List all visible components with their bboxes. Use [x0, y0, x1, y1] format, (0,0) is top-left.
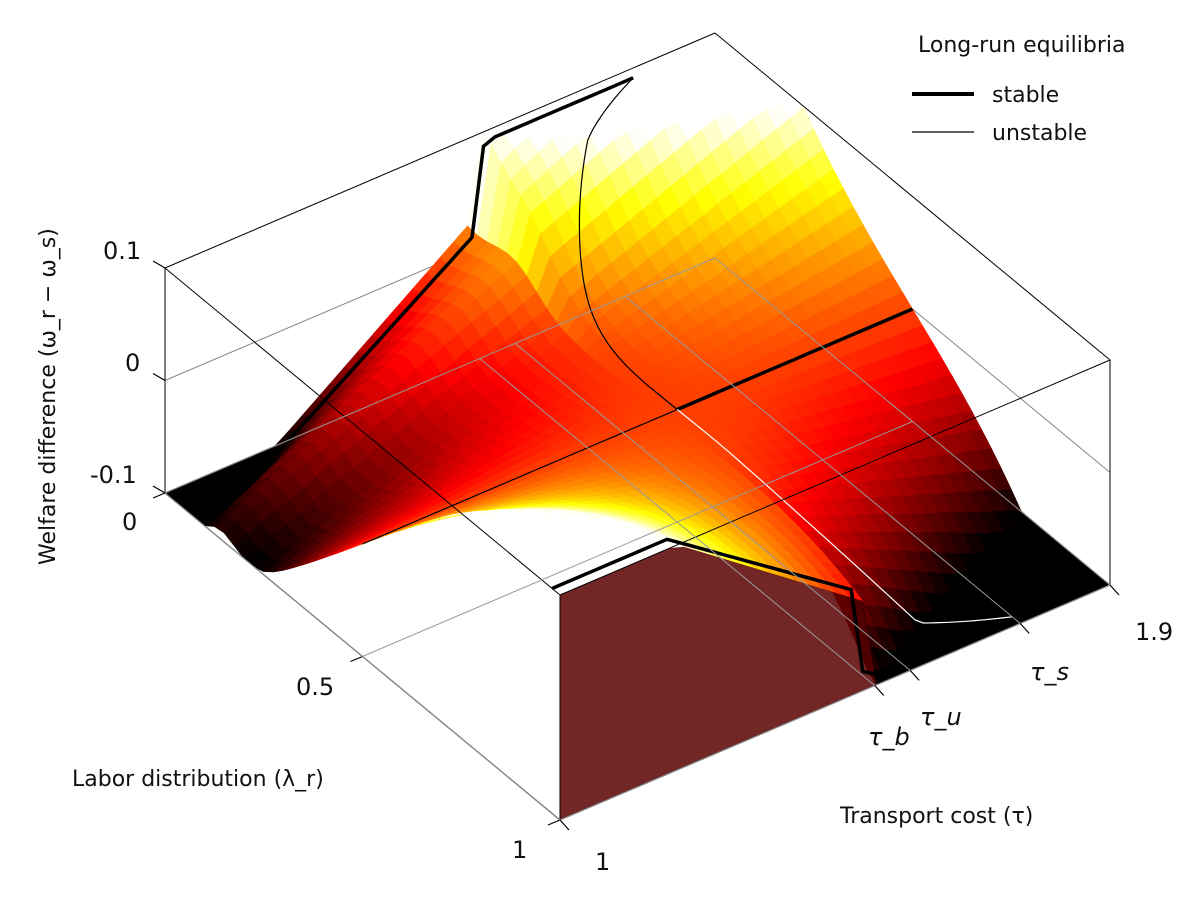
z-axis-label: Welfare difference (ω_r − ω_s)	[36, 228, 61, 565]
stable-line-agglomeration-s	[551, 537, 1013, 677]
y-tick-19: 1.9	[1135, 618, 1173, 646]
y-axis-label: Transport cost (τ)	[839, 804, 1033, 829]
grid-line	[362, 421, 913, 657]
box-edge	[164, 32, 716, 269]
z-tick-top: 0.1	[103, 237, 141, 265]
y-tick	[909, 669, 920, 681]
x-tick	[152, 492, 166, 499]
x-tick-05: 0.5	[296, 673, 334, 701]
legend-unstable-label: unstable	[992, 121, 1087, 146]
y-tick-tau-u: τ_u	[920, 703, 962, 731]
unstable-line-lower	[676, 409, 1013, 624]
equilibrium-lines	[172, 76, 1013, 677]
y-tick-1: 1	[595, 848, 610, 876]
z-tick	[152, 372, 166, 382]
y-tick	[1019, 622, 1030, 634]
surface-mesh	[164, 32, 1111, 820]
y-tick	[874, 685, 885, 696]
grid-line	[714, 257, 1111, 586]
legend-stable-label: stable	[992, 83, 1059, 108]
y-tick	[559, 819, 570, 831]
surface-wall	[560, 546, 1110, 820]
x-axis-label: Labor distribution (λ_r)	[72, 767, 324, 792]
box-edge	[714, 32, 1111, 361]
grid-line	[164, 492, 561, 821]
y-tick-tau-s: τ_s	[1030, 658, 1069, 686]
z-tick-bottom: -0.1	[90, 461, 137, 489]
z-tick-mid: 0	[125, 349, 140, 377]
box-front	[152, 32, 1120, 831]
box-edge	[559, 359, 1111, 596]
legend-title: Long-run equilibria	[918, 33, 1126, 58]
x-tick	[547, 819, 561, 826]
z-tick	[152, 485, 166, 494]
x-tick	[350, 655, 363, 663]
grid-line	[479, 358, 876, 686]
unstable-line-symmetric	[362, 408, 678, 545]
grid-line	[164, 257, 716, 494]
legend: Long-run equilibria stable unstable	[912, 33, 1126, 146]
stable-line-agglomeration-r	[172, 76, 634, 502]
grid-line	[559, 584, 1111, 821]
grid-line	[514, 342, 911, 671]
stable-line-symmetric	[676, 307, 914, 412]
z-tick	[152, 260, 166, 269]
grid-line	[624, 295, 1021, 624]
y-tick	[1109, 584, 1120, 596]
y-tick-tau-b: τ_b	[868, 723, 910, 751]
box-edge	[164, 267, 561, 596]
x-tick-1: 1	[512, 836, 527, 864]
x-tick-0: 0	[122, 508, 137, 536]
unstable-line-upper	[578, 77, 678, 410]
